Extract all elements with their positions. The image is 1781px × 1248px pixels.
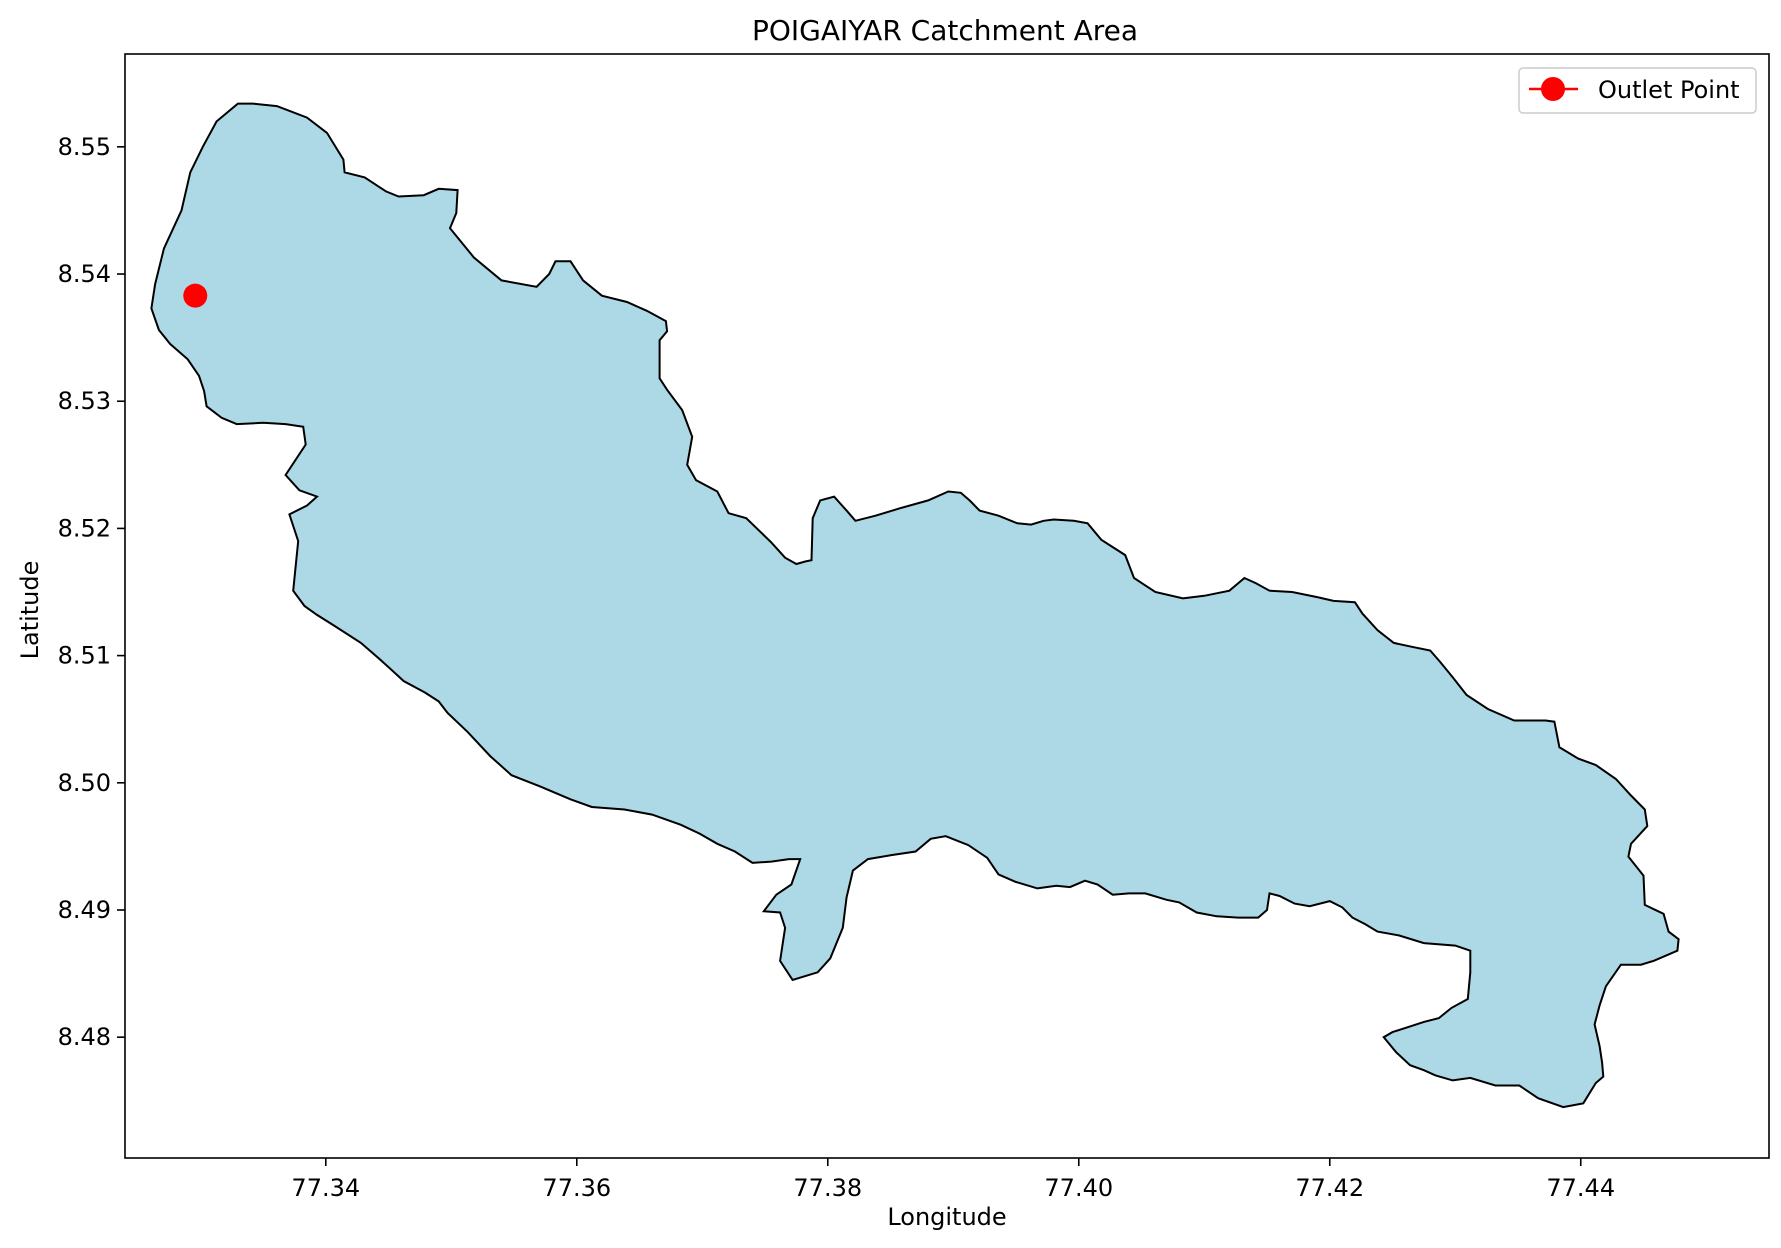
y-tick-label: 8.48 xyxy=(58,1023,111,1051)
y-tick-label: 8.51 xyxy=(58,642,111,670)
x-tick-label: 77.34 xyxy=(291,1174,360,1202)
x-axis-label: Longitude xyxy=(887,1203,1006,1231)
plot-area xyxy=(124,53,1770,1159)
y-tick-label: 8.49 xyxy=(58,896,111,924)
catchment-polygon xyxy=(150,102,1680,1109)
x-tick-label: 77.36 xyxy=(542,1174,611,1202)
legend: Outlet Point xyxy=(1518,67,1757,114)
legend-box xyxy=(1518,67,1757,114)
y-tick-label: 8.50 xyxy=(58,769,111,797)
chart-title: POIGAIYAR Catchment Area xyxy=(752,14,1138,47)
plot-frame xyxy=(124,53,1770,1159)
y-tick-label: 8.55 xyxy=(58,133,111,161)
x-tick-label: 77.40 xyxy=(1044,1174,1113,1202)
y-axis-label: Latitude xyxy=(16,561,44,660)
y-tick-label: 8.54 xyxy=(58,260,111,288)
y-axis: 8.48 8.49 8.50 8.51 8.52 8.53 8.54 8.55 xyxy=(58,133,125,1051)
x-axis: 77.34 77.36 77.38 77.40 77.42 77.44 xyxy=(291,1158,1615,1202)
legend-outlet-marker xyxy=(1541,77,1565,101)
y-tick-label: 8.52 xyxy=(58,514,111,542)
x-tick-label: 77.44 xyxy=(1546,1174,1615,1202)
legend-label: Outlet Point xyxy=(1598,76,1740,104)
x-tick-label: 77.42 xyxy=(1295,1174,1364,1202)
outlet-point-marker xyxy=(183,283,208,308)
x-tick-label: 77.38 xyxy=(793,1174,862,1202)
y-tick-label: 8.53 xyxy=(58,387,111,415)
